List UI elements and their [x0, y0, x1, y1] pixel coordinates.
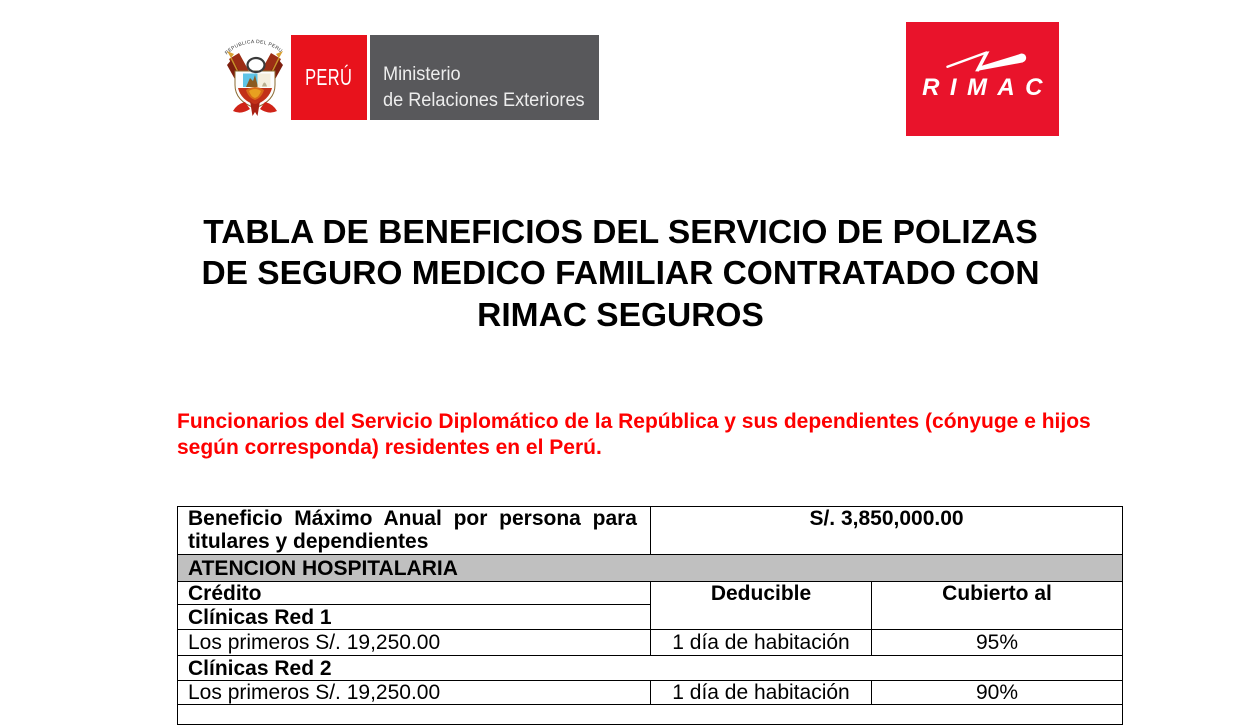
svg-text:RIMAC: RIMAC: [922, 74, 1053, 101]
